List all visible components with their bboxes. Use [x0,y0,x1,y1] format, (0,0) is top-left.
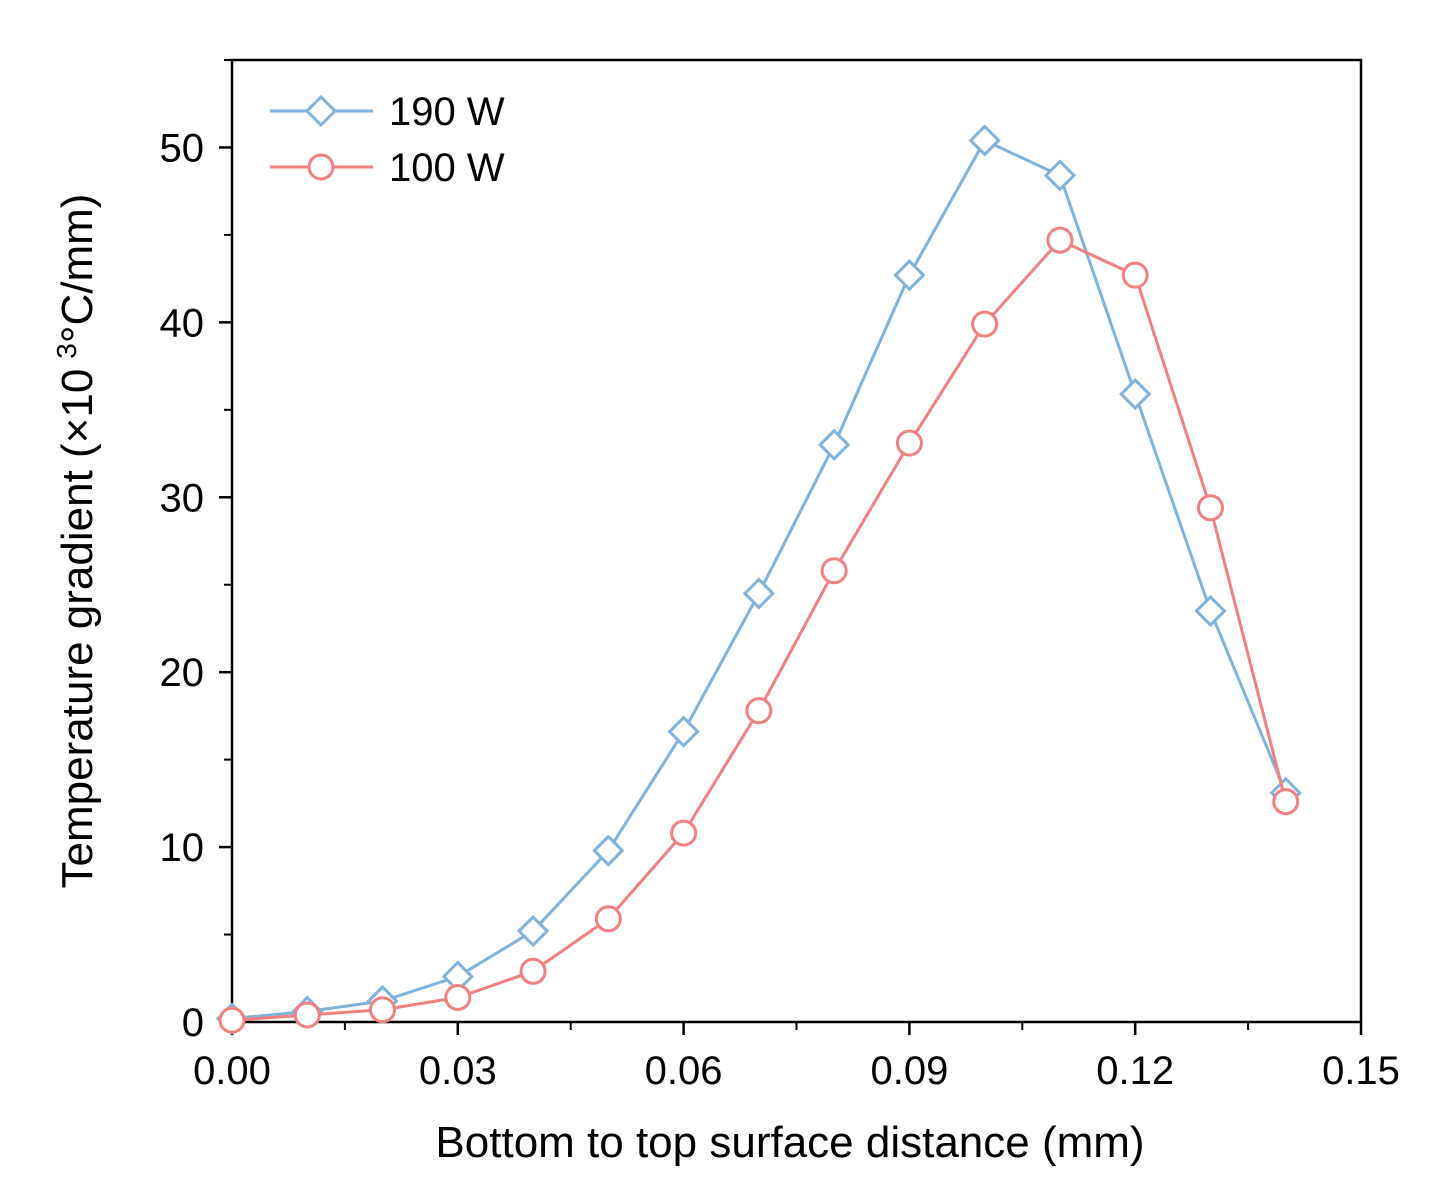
data-point-190-w [592,834,625,867]
y-tick-label: 20 [160,651,205,695]
legend: 190 W 100 W [270,90,505,190]
x-tick-label: 0.15 [1322,1049,1400,1093]
y-tick-label: 0 [182,1001,204,1045]
ticks-layer: 0.00 0.03 0.06 0.09 0.12 0.15 0 10 20 30 40 50 [160,59,1400,1093]
data-point-100-w [444,984,472,1012]
data-point-100-w [293,1001,321,1029]
y-axis-title-unit: °C/mm) [53,194,102,344]
data-point-100-w [1121,261,1149,289]
x-tick-label: 0.06 [645,1049,723,1093]
plot-frame [230,58,1363,1024]
x-tick-label: 0.09 [870,1049,948,1093]
data-point-100-w [670,819,698,847]
data-point-190-w [1194,594,1227,628]
series-100-w [218,226,1300,1034]
legend-item-190-w: 190 W [270,90,505,134]
data-point-190-w [968,124,1001,157]
data-point-190-w [1043,159,1077,192]
series-layer [215,124,1302,1035]
x-tick-label: 0.12 [1096,1049,1174,1093]
legend-label-190-w: 190 W [389,90,505,134]
data-point-190-w [818,428,851,461]
legend-label-100-w: 100 W [389,146,505,190]
data-point-100-w [1272,788,1300,816]
series-line-100-w [231,238,1288,1022]
legend-item-100-w: 100 W [270,146,505,190]
data-point-100-w [971,310,999,338]
data-point-190-w [1119,377,1152,411]
data-point-190-w [667,715,700,748]
data-point-190-w [742,577,775,610]
legend-marker-100-w [307,153,335,181]
y-tick-label: 40 [160,301,205,345]
y-axis-title: Temperature gradient (×10 3°C/mm) [51,194,102,889]
data-point-100-w [895,429,923,457]
data-point-190-w [893,259,926,292]
x-tick-label: 0.00 [193,1049,271,1093]
data-point-100-w [745,697,773,725]
data-point-100-w [519,957,547,985]
data-point-100-w [369,996,397,1024]
data-point-100-w [218,1006,246,1034]
legend-marker-190-w [304,94,338,128]
x-axis-title: Bottom to top surface distance (mm) [435,1118,1144,1167]
data-point-100-w [1196,494,1224,522]
y-axis-title-main: Temperature gradient (×10 [53,369,102,889]
y-tick-label: 50 [160,126,205,170]
x-tick-label: 0.03 [419,1049,497,1093]
data-point-190-w [516,914,550,948]
data-point-100-w [820,557,848,585]
y-axis-title-superscript: 3 [51,343,82,359]
data-point-100-w [594,905,622,933]
y-tick-label: 30 [160,476,205,520]
y-tick-label: 10 [160,826,205,870]
data-point-100-w [1046,226,1074,254]
